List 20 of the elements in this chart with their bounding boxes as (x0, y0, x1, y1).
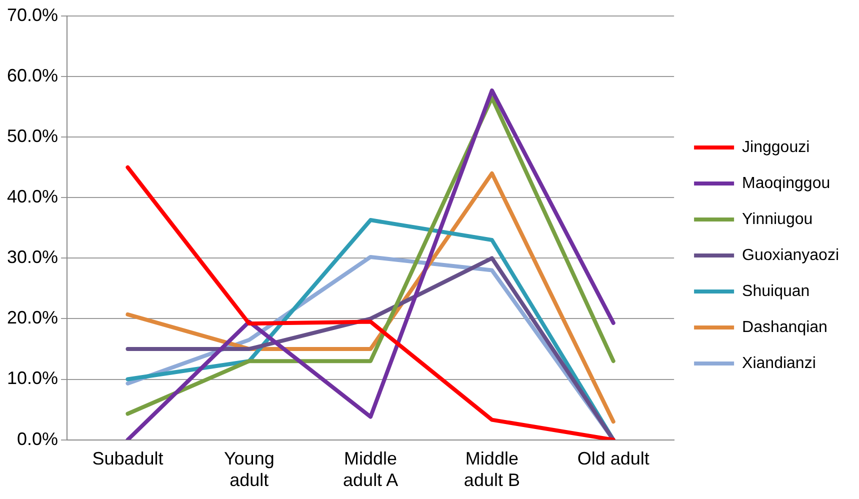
legend-label: Jinggouzi (742, 138, 810, 156)
y-tick-label: 20.0% (6, 308, 58, 328)
y-tick-label: 70.0% (6, 4, 58, 25)
x-tick-label: Middle adult B (464, 448, 520, 490)
x-tick-label: Old adult (577, 448, 650, 469)
x-tick-label: Middle adult A (343, 448, 398, 490)
y-tick-label: 30.0% (6, 247, 58, 268)
y-tick-label: 10.0% (6, 368, 58, 388)
legend-label: Dashanqian (742, 318, 828, 336)
x-tick-label: Young adult (224, 448, 274, 490)
y-tick-label: 0.0% (17, 428, 58, 449)
y-tick-label: 60.0% (6, 66, 58, 86)
legend-label: Guoxianyaozi (742, 246, 840, 264)
y-tick-label: 50.0% (6, 126, 58, 146)
legend-label: Shuiquan (742, 282, 810, 300)
legend-label: Maoqinggou (742, 174, 830, 192)
x-tick-label: Subadult (92, 448, 164, 469)
y-tick-label: 40.0% (6, 186, 58, 207)
legend-label: Yinniugou (742, 210, 813, 228)
legend-label: Xiandianzi (742, 354, 816, 372)
